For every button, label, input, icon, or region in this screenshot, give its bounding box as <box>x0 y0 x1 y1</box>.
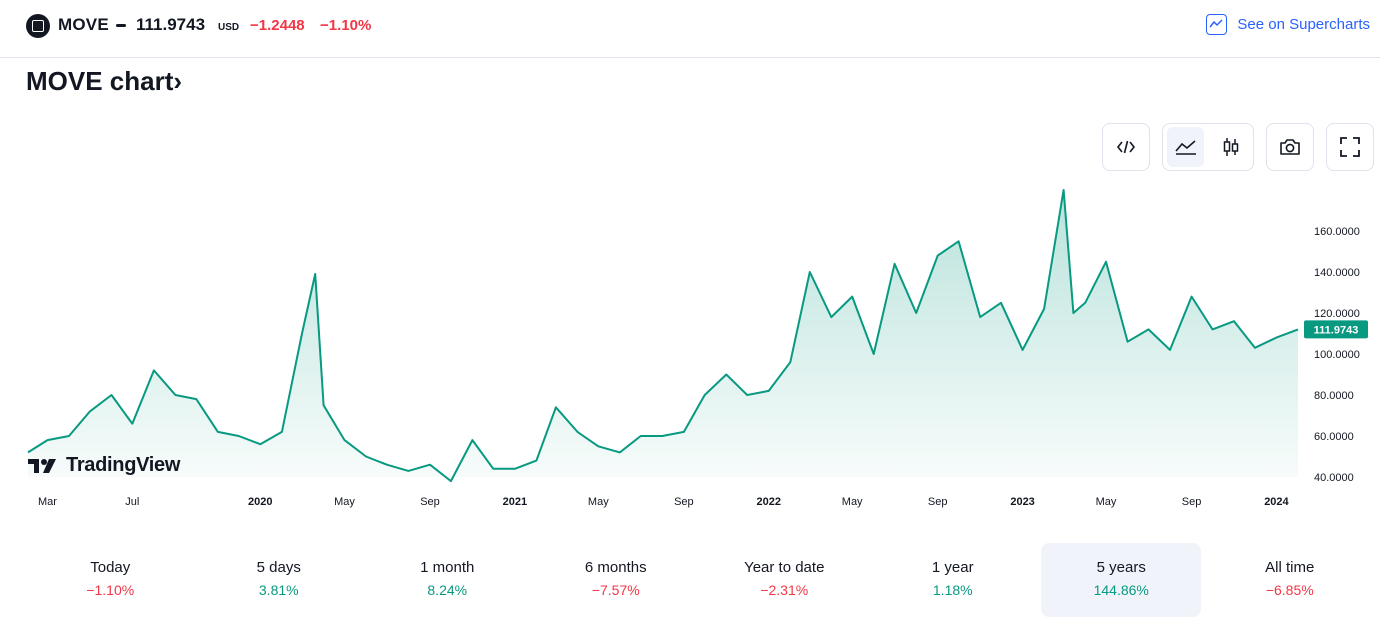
x-tick-label: 2021 <box>503 496 527 508</box>
period-5-years[interactable]: 5 years 144.86% <box>1041 543 1202 617</box>
performance-periods: Today −1.10% 5 days 3.81% 1 month 8.24% 6 mont… <box>26 543 1374 617</box>
last-price: 111.9743 <box>136 15 206 34</box>
area-fill <box>28 190 1298 482</box>
see-on-supercharts-link[interactable]: See on Supercharts <box>1206 14 1370 35</box>
snapshot-button[interactable] <box>1266 123 1314 171</box>
period-label: 5 years <box>1096 559 1146 576</box>
x-tick-label: 2022 <box>756 496 780 508</box>
period-label: 6 months <box>584 559 647 576</box>
fullscreen-icon <box>1340 137 1360 157</box>
period-label: Today <box>90 559 131 576</box>
x-axis: Mar Jul 2020 May Sep 2021 May Sep 2022 May Sep 2023… <box>38 496 1290 508</box>
x-tick-label: May <box>1096 496 1117 508</box>
x-tick-label: Sep <box>1182 496 1202 508</box>
period-5-days[interactable]: 5 days 3.81% <box>199 543 359 617</box>
price-change: −1.2448 <box>250 17 305 34</box>
period-change: −6.85% <box>1265 582 1314 598</box>
currency-label: USD <box>218 22 240 33</box>
chart-icon <box>1206 14 1228 35</box>
y-tick-label: 80.0000 <box>1314 390 1354 402</box>
tradingview-logo[interactable]: TradingView <box>28 454 180 477</box>
period-today[interactable]: Today −1.10% <box>30 543 190 617</box>
supercharts-label: See on Supercharts <box>1237 16 1370 33</box>
x-tick-label: May <box>842 496 863 508</box>
period-change: 144.86% <box>1093 582 1149 598</box>
period-label: 1 month <box>420 559 475 576</box>
chart-style-toggle <box>1162 123 1254 171</box>
tradingview-logo-icon <box>28 458 56 473</box>
period-label: 1 year <box>931 559 974 576</box>
symbol-name[interactable]: MOVE <box>58 15 109 34</box>
y-tick-label: 160.0000 <box>1314 226 1360 238</box>
y-tick-label: 60.0000 <box>1314 431 1354 443</box>
area-style-button[interactable] <box>1167 127 1204 167</box>
x-tick-label: 2020 <box>248 496 272 508</box>
y-tick-label: 120.0000 <box>1314 308 1360 320</box>
x-tick-label: May <box>334 496 355 508</box>
period-change: 1.18% <box>932 582 973 598</box>
x-tick-label: Mar <box>38 496 57 508</box>
series-line <box>27 189 1299 483</box>
x-tick-label: 2023 <box>1010 496 1034 508</box>
market-status-indicator <box>116 24 126 27</box>
x-tick-label: May <box>588 496 609 508</box>
period-year-to-date[interactable]: Year to date −2.31% <box>704 543 864 617</box>
price-chart[interactable]: 160.0000 140.0000 120.0000 100.0000 80.0000 6… <box>0 180 1380 520</box>
x-tick-label: Jul <box>125 496 139 508</box>
period-label: 5 days <box>256 559 301 576</box>
symbol-logo-icon <box>26 14 50 38</box>
candlestick-icon <box>1223 138 1238 156</box>
area-chart-icon <box>1174 140 1196 155</box>
embed-button[interactable] <box>1102 123 1150 171</box>
x-tick-label: Sep <box>420 496 440 508</box>
period-change: 3.81% <box>258 582 299 598</box>
last-value-text: 111.9743 <box>1314 324 1359 336</box>
period-change: −2.31% <box>760 582 809 598</box>
y-axis: 160.0000 140.0000 120.0000 100.0000 80.0000 6… <box>1314 226 1360 484</box>
y-tick-label: 40.0000 <box>1314 472 1354 484</box>
period-label: Year to date <box>744 559 825 576</box>
tradingview-wordmark: TradingView <box>66 454 181 476</box>
y-tick-label: 140.0000 <box>1314 267 1360 279</box>
fullscreen-button[interactable] <box>1326 123 1374 171</box>
period-change: 8.24% <box>427 582 468 598</box>
last-value-label: 111.9743 <box>1304 320 1368 339</box>
period-change: −7.57% <box>591 582 640 598</box>
period-1-month[interactable]: 1 month 8.24% <box>367 543 527 617</box>
period-all-time[interactable]: All time −6.85% <box>1210 543 1370 617</box>
candles-style-button[interactable] <box>1212 127 1249 167</box>
page-title[interactable]: MOVE chart› <box>26 66 183 96</box>
x-tick-label: 2024 <box>1264 496 1289 508</box>
camera-icon <box>1280 139 1300 155</box>
x-tick-label: Sep <box>674 496 694 508</box>
code-icon <box>1116 140 1136 154</box>
period-change: −1.10% <box>86 582 135 598</box>
x-tick-label: Sep <box>928 496 948 508</box>
y-tick-label: 100.0000 <box>1314 349 1360 361</box>
symbol-header: MOVE 111.9743 USD −1.2448 −1.10% See on … <box>0 0 1380 58</box>
last-value-badge <box>1304 320 1368 339</box>
period-1-year[interactable]: 1 year 1.18% <box>873 543 1033 617</box>
period-label: All time <box>1265 559 1315 576</box>
price-change-percent: −1.10% <box>320 17 372 34</box>
period-6-months[interactable]: 6 months −7.57% <box>536 543 696 617</box>
